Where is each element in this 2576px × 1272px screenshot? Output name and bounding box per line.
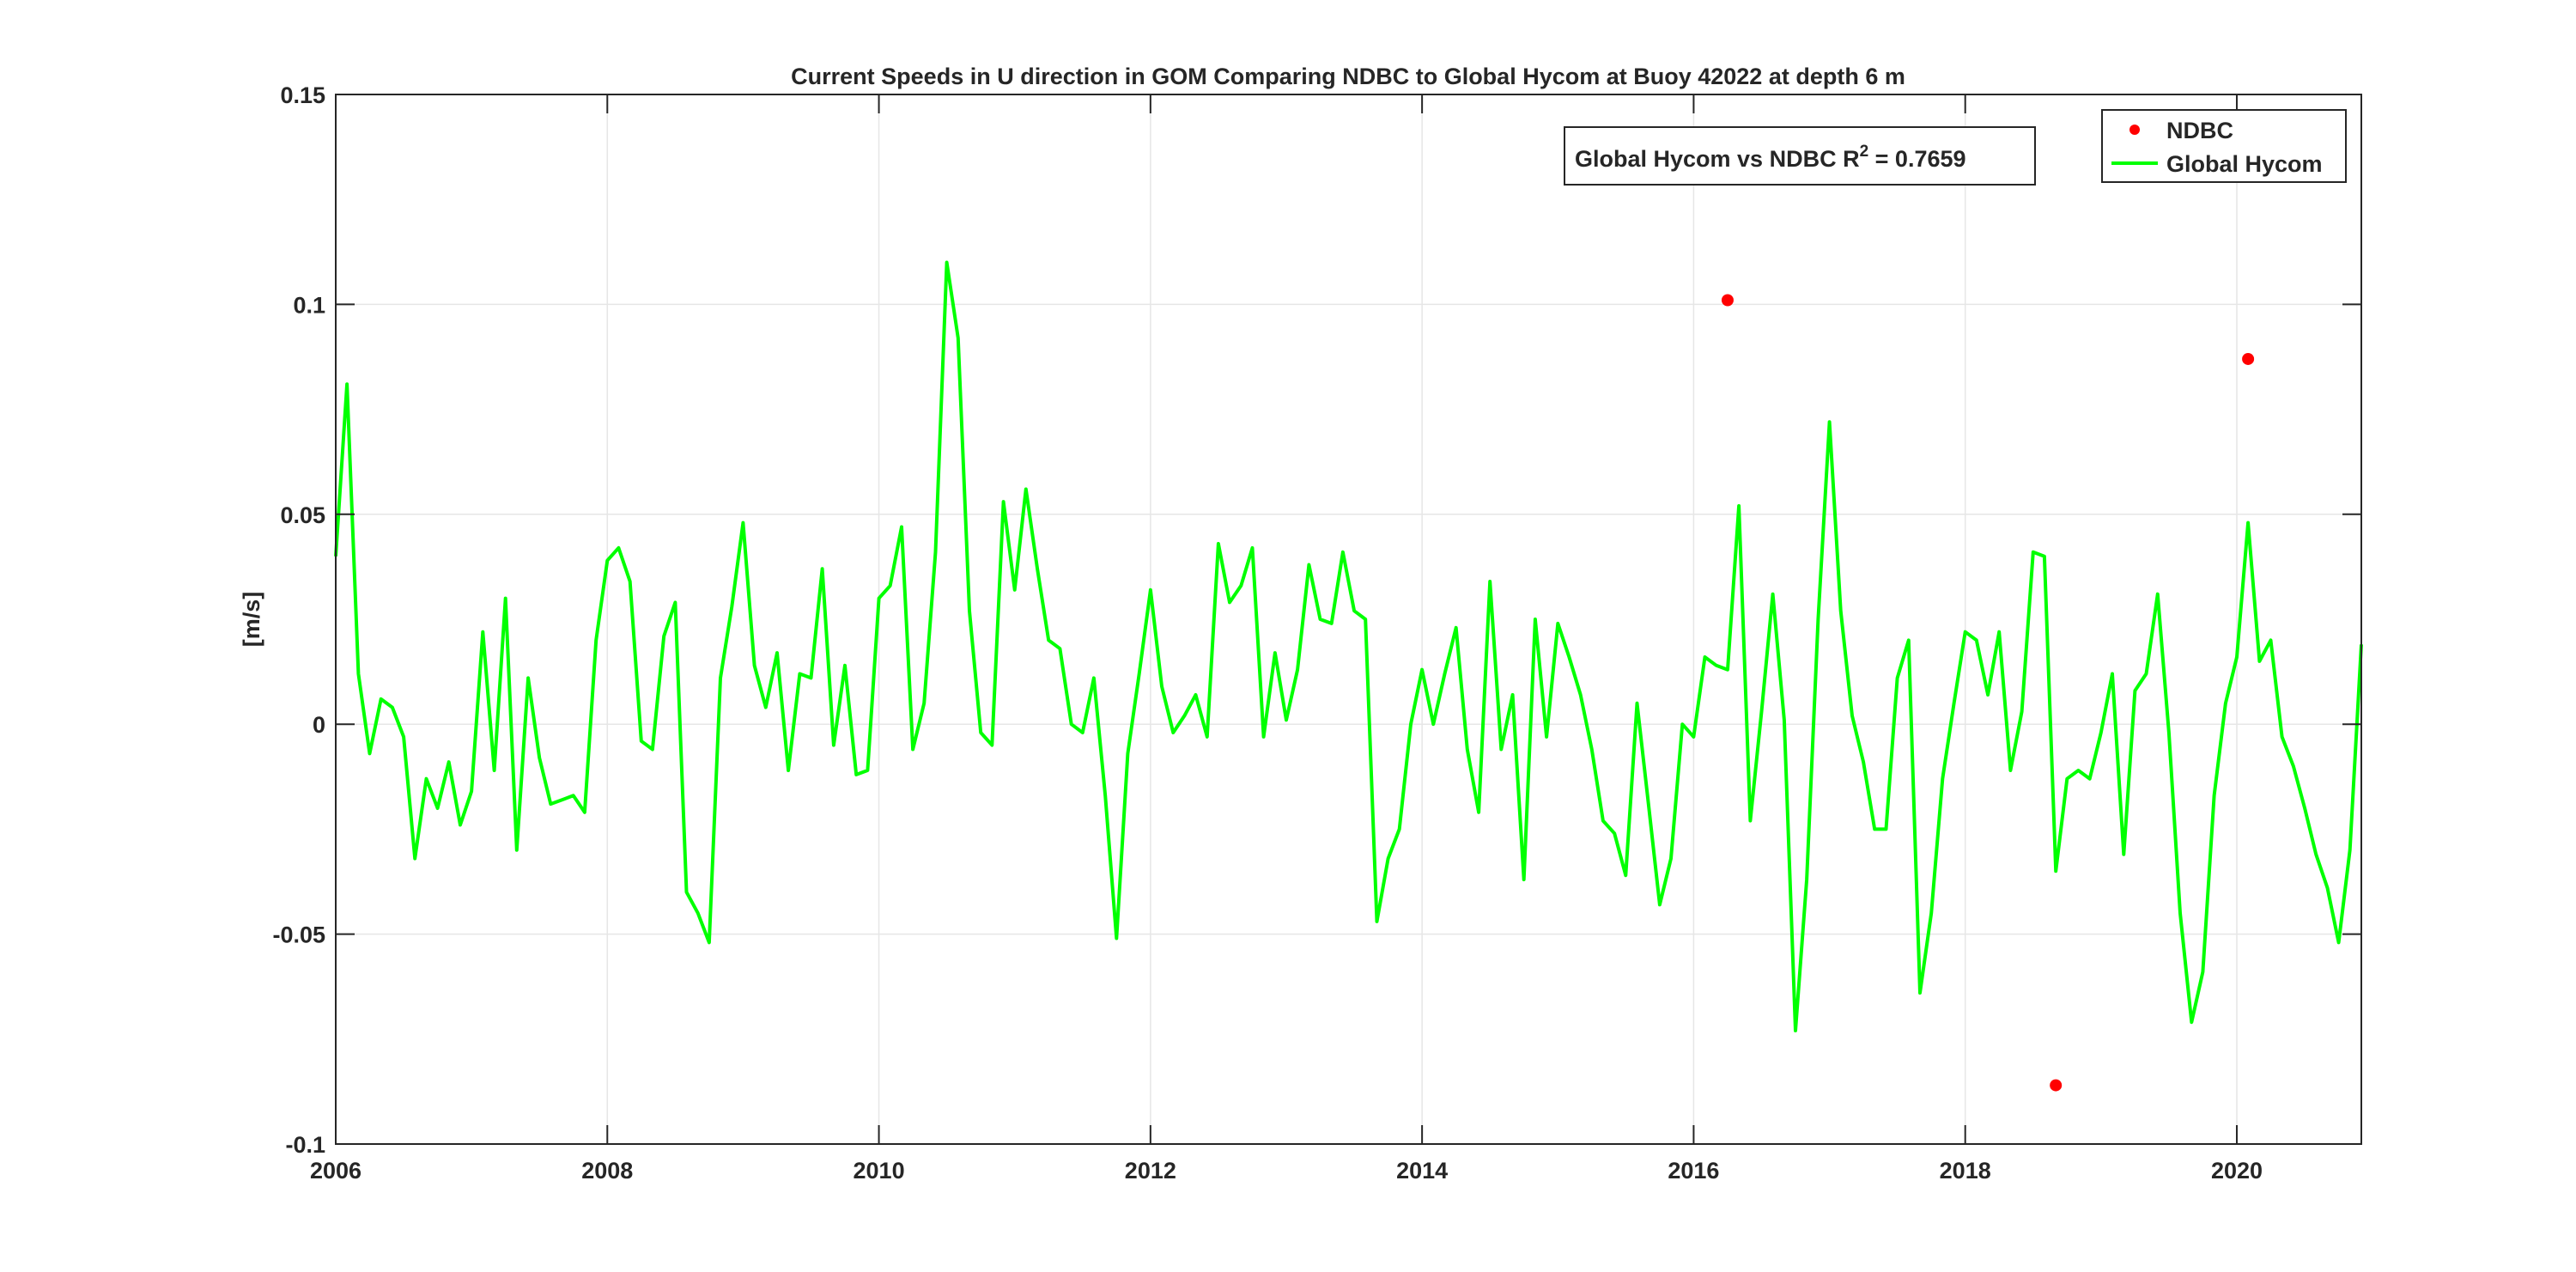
legend-ndbc-marker — [2129, 125, 2140, 135]
ndbc-point — [1721, 294, 1734, 307]
y-tick-label: 0.05 — [280, 502, 325, 528]
y-tick-label: -0.05 — [272, 922, 325, 948]
x-tick-label: 2018 — [1940, 1158, 1991, 1184]
x-tick-label: 2014 — [1396, 1158, 1448, 1184]
annotation-box — [1564, 126, 2036, 186]
y-tick-label: 0.1 — [293, 292, 325, 318]
legend-box — [2101, 109, 2347, 183]
x-tick-label: 2006 — [310, 1158, 361, 1184]
annotation-text: Global Hycom vs NDBC R2 = 0.7659 — [1575, 143, 1966, 172]
ndbc-point — [2050, 1079, 2063, 1092]
x-tick-label: 2016 — [1668, 1158, 1719, 1184]
x-tick-label: 2020 — [2211, 1158, 2263, 1184]
legend-ndbc-label: NDBC — [2166, 118, 2233, 143]
y-tick-label: -0.1 — [285, 1132, 325, 1158]
r-squared-annotation: Global Hycom vs NDBC R2 = 0.7659 — [1564, 126, 2036, 186]
axis-ticks: 2006 2008 2010 2012 2014 2016 2018 2020 0.15 0.1 0… — [272, 82, 2361, 1184]
legend: NDBC Global Hycom — [2101, 109, 2347, 183]
annotation-suffix: = 0.7659 — [1868, 146, 1965, 172]
global-hycom-line — [334, 260, 2363, 1032]
x-tick-label: 2008 — [581, 1158, 633, 1184]
plot-frame — [335, 94, 2362, 1145]
annotation-main: Global Hycom vs NDBC R — [1575, 146, 1860, 172]
y-tick-label: 0.15 — [280, 82, 325, 108]
plot-area — [336, 94, 2361, 1144]
y-axis-label: [m/s] — [239, 592, 264, 648]
series-layer — [334, 260, 2363, 1092]
annotation-superscript: 2 — [1860, 143, 1869, 161]
y-tick-label: 0 — [313, 712, 325, 738]
legend-hycom-label: Global Hycom — [2166, 151, 2323, 177]
ndbc-point — [2242, 352, 2255, 365]
x-tick-label: 2010 — [854, 1158, 905, 1184]
x-tick-label: 2012 — [1125, 1158, 1176, 1184]
chart-title: Current Speeds in U direction in GOM Com… — [791, 64, 1905, 89]
